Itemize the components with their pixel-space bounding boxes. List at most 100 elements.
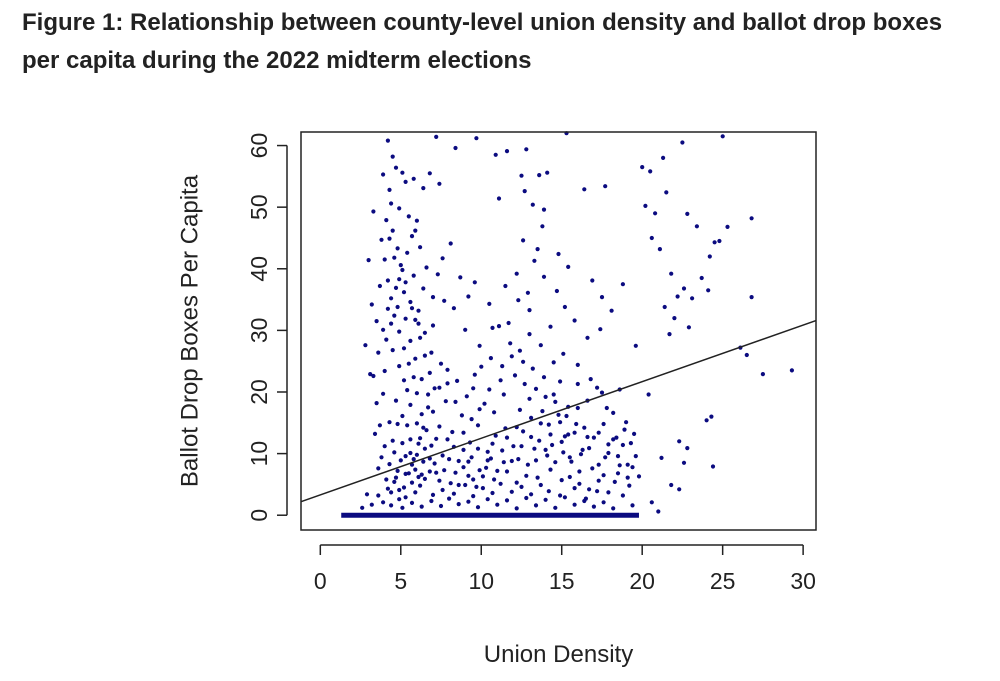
- data-point: [624, 420, 629, 425]
- data-point: [400, 267, 405, 273]
- data-point: [390, 228, 395, 233]
- data-point: [677, 439, 682, 444]
- data-point: [522, 189, 527, 194]
- data-point: [720, 134, 725, 139]
- data-point: [514, 271, 519, 276]
- data-point: [582, 187, 587, 192]
- data-point: [604, 405, 609, 411]
- data-point: [434, 134, 439, 139]
- data-point: [418, 483, 423, 488]
- data-point: [677, 487, 682, 492]
- data-point: [712, 240, 717, 245]
- data-point: [545, 453, 550, 458]
- data-point: [553, 460, 558, 465]
- data-point: [403, 316, 408, 321]
- data-point: [475, 423, 481, 428]
- data-point: [562, 304, 568, 310]
- x-tick-label: 15: [549, 568, 575, 594]
- data-point: [590, 466, 595, 471]
- data-point: [543, 447, 548, 452]
- data-point: [447, 457, 452, 462]
- data-point: [408, 402, 413, 407]
- data-point: [596, 462, 601, 467]
- data-point: [504, 149, 510, 154]
- data-point: [437, 478, 442, 483]
- data-point: [495, 502, 500, 507]
- data-point: [527, 332, 532, 337]
- data-point: [533, 386, 539, 391]
- data-point: [508, 341, 513, 346]
- data-point: [601, 500, 606, 505]
- data-point: [550, 442, 555, 448]
- data-point: [572, 318, 577, 323]
- data-point: [525, 462, 531, 467]
- data-point: [385, 138, 390, 143]
- data-point: [789, 368, 795, 373]
- data-point: [517, 348, 523, 353]
- data-point: [556, 251, 561, 257]
- data-point: [376, 466, 381, 471]
- data-point: [617, 463, 622, 468]
- data-point: [384, 218, 389, 223]
- data-point: [419, 412, 424, 417]
- data-point: [591, 504, 597, 509]
- data-point: [384, 477, 389, 482]
- data-point: [387, 420, 392, 425]
- data-point: [501, 460, 506, 465]
- data-point: [374, 401, 379, 406]
- data-point: [480, 474, 485, 479]
- data-point: [709, 414, 714, 419]
- data-point: [363, 343, 368, 348]
- data-point: [418, 436, 423, 441]
- data-point: [485, 458, 490, 463]
- data-point: [459, 413, 464, 418]
- data-point: [408, 299, 413, 305]
- data-point: [596, 430, 601, 435]
- data-point: [633, 454, 638, 459]
- data-point: [567, 455, 572, 460]
- data-point: [453, 470, 458, 475]
- data-point: [430, 492, 436, 497]
- data-point: [427, 370, 432, 375]
- data-point: [445, 381, 450, 386]
- data-point: [390, 348, 395, 353]
- data-point: [382, 368, 387, 374]
- data-point: [442, 468, 447, 473]
- data-point: [403, 495, 408, 500]
- data-point: [447, 496, 452, 501]
- data-point: [582, 498, 587, 504]
- data-point: [640, 165, 645, 170]
- data-point: [485, 497, 490, 502]
- data-point: [408, 450, 413, 456]
- data-point: [495, 468, 500, 473]
- data-point: [364, 492, 370, 497]
- data-point: [389, 296, 394, 301]
- data-point: [587, 487, 592, 492]
- x-tick-label: 5: [394, 568, 407, 594]
- data-point: [429, 350, 434, 355]
- data-point: [749, 295, 754, 300]
- data-point: [419, 377, 424, 382]
- data-point: [615, 471, 621, 476]
- data-point: [524, 495, 529, 501]
- data-point: [395, 246, 400, 251]
- data-point: [397, 277, 402, 282]
- data-point: [416, 474, 421, 480]
- data-point: [562, 434, 568, 439]
- data-point: [424, 428, 429, 433]
- data-point: [595, 489, 600, 494]
- data-point: [413, 228, 418, 233]
- data-point: [393, 398, 399, 403]
- data-point: [401, 378, 407, 383]
- data-point: [492, 410, 497, 415]
- data-point: [574, 421, 579, 427]
- x-axis-title: Union Density: [484, 641, 633, 668]
- data-point: [681, 286, 687, 291]
- data-point: [376, 350, 381, 355]
- data-point: [611, 437, 616, 442]
- data-point: [537, 173, 542, 178]
- data-point: [392, 450, 397, 455]
- data-point: [376, 493, 381, 498]
- data-point: [527, 308, 532, 313]
- data-point: [599, 295, 605, 300]
